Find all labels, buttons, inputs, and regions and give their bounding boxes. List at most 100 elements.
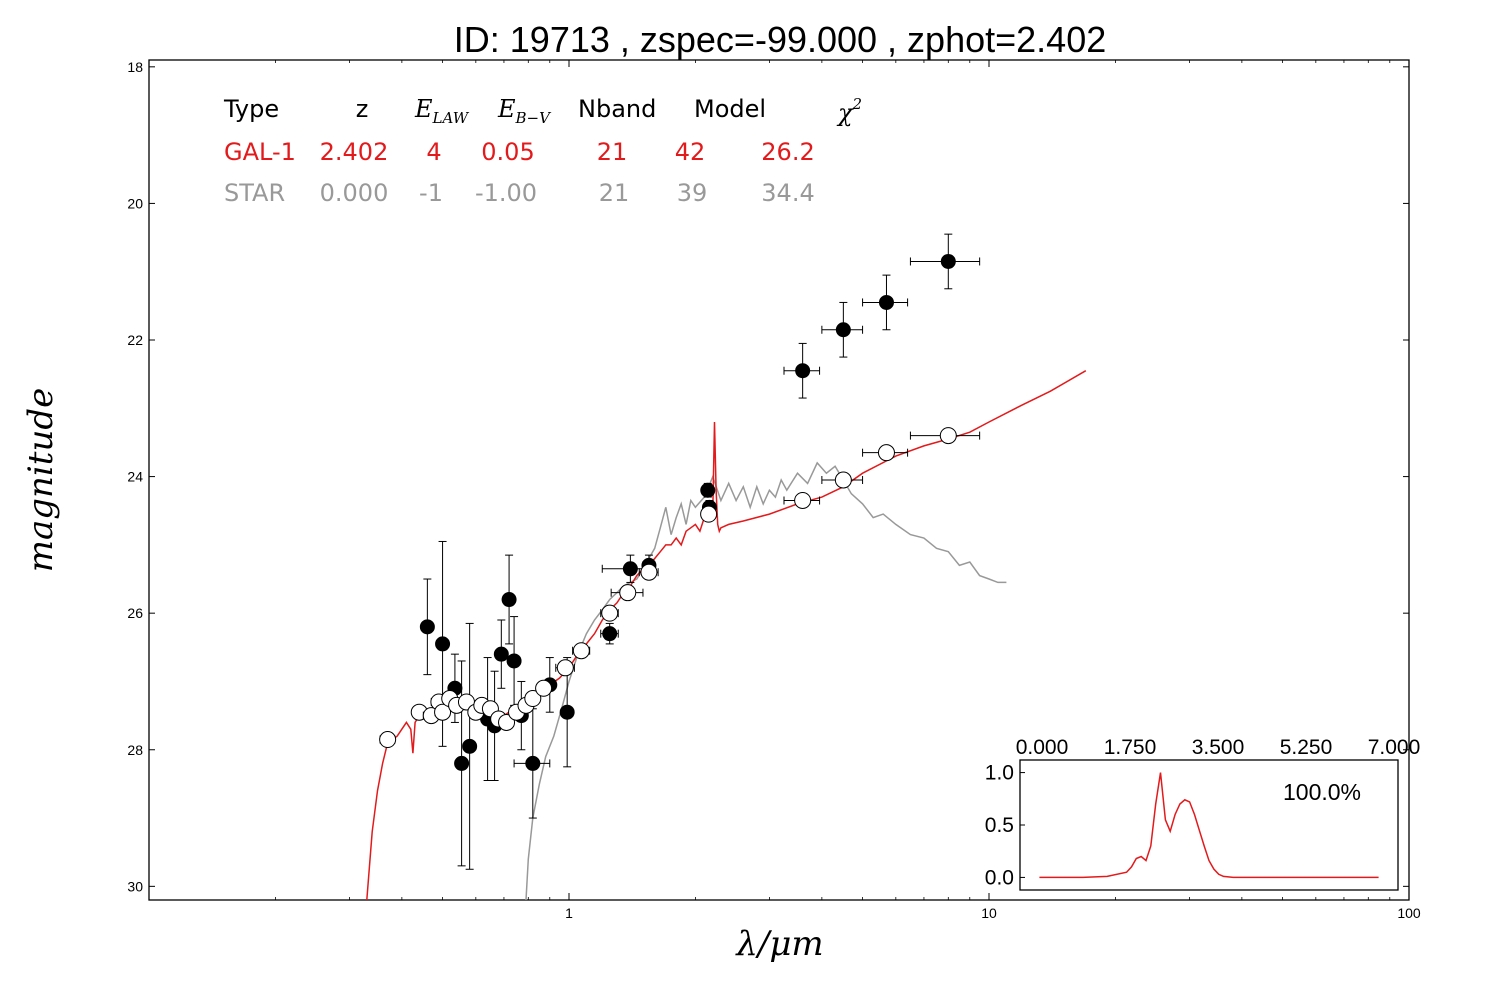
inset-pdf-line xyxy=(1039,772,1379,879)
model-point xyxy=(909,427,981,445)
inset-pdf-curve xyxy=(1039,772,1379,879)
row-ebv: -1.00 xyxy=(475,179,537,207)
model-point xyxy=(555,659,575,677)
table-header-type: Type xyxy=(223,95,279,123)
model-point xyxy=(434,703,452,721)
observed-point xyxy=(493,619,509,689)
model-point xyxy=(572,642,591,660)
table-header-z: z xyxy=(356,95,369,123)
y-axis-label: magnitude xyxy=(21,388,61,573)
model-marker xyxy=(434,703,452,721)
inset-y-tick-label: 0.5 xyxy=(985,814,1014,837)
plot-frame xyxy=(148,59,1410,901)
model-marker xyxy=(601,604,619,622)
model-point xyxy=(821,471,864,489)
model-marker xyxy=(498,713,516,731)
y-tick-label: 24 xyxy=(127,469,143,485)
model-marker xyxy=(379,731,397,749)
observed-marker xyxy=(878,294,894,310)
row-model: 42 xyxy=(675,138,706,166)
galaxy-template-line xyxy=(366,370,1087,901)
inset-x-tick-label: 7.000 xyxy=(1368,736,1421,759)
model-marker xyxy=(640,563,658,581)
observed-marker xyxy=(559,704,575,720)
observed-point xyxy=(506,616,522,706)
row-type: GAL-1 xyxy=(224,138,296,166)
chart-title: ID: 19713 , zspec=-99.000 , zphot=2.402 xyxy=(454,19,1106,60)
row-nband: 21 xyxy=(597,138,628,166)
observed-point xyxy=(862,274,909,331)
model-point xyxy=(700,505,718,523)
axis-ticks: 18 20 22 24 26 28 30 1 10 100 xyxy=(127,59,1420,921)
table-header-chi2: χ2 xyxy=(836,95,862,127)
row-type: STAR xyxy=(224,179,285,207)
table-header-model: Model xyxy=(694,95,766,123)
row-ebv: 0.05 xyxy=(481,138,534,166)
observed-marker xyxy=(493,646,509,662)
y-tick-label: 26 xyxy=(127,605,143,621)
model-marker xyxy=(794,491,812,509)
observed-marker xyxy=(835,322,851,338)
inset-x-tick-label: 1.750 xyxy=(1104,736,1157,759)
model-points-layer xyxy=(379,427,981,749)
inset-axis-ticks: 0.000 1.750 3.500 5.250 7.000 0.0 0.5 1.0 xyxy=(985,736,1420,889)
y-tick-label: 28 xyxy=(127,742,143,758)
table-header-nband: Nband xyxy=(578,95,656,123)
observed-marker xyxy=(700,482,716,498)
row-chi2: 34.4 xyxy=(761,179,814,207)
observed-points-layer xyxy=(419,233,981,870)
x-tick-label: 100 xyxy=(1397,905,1421,921)
redshift-pdf-inset: 0.000 1.750 3.500 5.250 7.000 0.0 0.5 1.0 100.0… xyxy=(985,736,1420,891)
y-tick-label: 20 xyxy=(127,195,143,211)
inset-x-tick-label: 5.250 xyxy=(1280,736,1333,759)
row-chi2: 26.2 xyxy=(761,138,814,166)
star-template-layer xyxy=(525,461,1007,901)
observed-marker xyxy=(525,755,541,771)
inset-x-tick-label: 0.000 xyxy=(1016,736,1069,759)
model-marker xyxy=(556,659,574,677)
table-row-galaxy: GAL-1 2.402 4 0.05 21 42 26.2 xyxy=(224,138,815,166)
star-template-line xyxy=(525,461,1007,901)
observed-marker xyxy=(622,561,638,577)
observed-marker xyxy=(419,619,435,635)
row-z: 2.402 xyxy=(320,138,389,166)
observed-point xyxy=(419,578,435,676)
table-header-ebv: EB−V xyxy=(497,95,552,127)
observed-point xyxy=(600,622,619,645)
inset-frame xyxy=(1019,759,1399,891)
x-tick-label: 10 xyxy=(981,905,997,921)
row-elaw: -1 xyxy=(419,179,443,207)
model-point xyxy=(783,491,821,509)
inset-x-tick-label: 3.500 xyxy=(1192,736,1245,759)
row-nband: 21 xyxy=(599,179,630,207)
observed-point xyxy=(501,554,517,645)
model-marker xyxy=(834,471,852,489)
table-header-elaw: ELAW xyxy=(414,95,470,127)
y-tick-label: 30 xyxy=(127,878,143,894)
observed-point xyxy=(909,233,981,290)
inset-probability-label: 100.0% xyxy=(1283,779,1361,805)
observed-point xyxy=(700,482,716,498)
model-point xyxy=(600,604,619,622)
model-marker xyxy=(524,690,542,708)
model-point xyxy=(524,690,542,708)
observed-point xyxy=(783,342,821,399)
observed-marker xyxy=(602,626,618,642)
model-marker xyxy=(700,505,718,523)
model-point xyxy=(610,584,644,602)
model-point xyxy=(498,713,516,731)
model-marker xyxy=(535,679,553,697)
row-z: 0.000 xyxy=(320,179,389,207)
observed-marker xyxy=(506,653,522,669)
model-point xyxy=(379,731,397,749)
observed-marker xyxy=(940,253,956,269)
y-tick-label: 22 xyxy=(127,332,143,348)
observed-point xyxy=(462,622,478,870)
inset-y-tick-label: 0.0 xyxy=(985,866,1014,889)
x-tick-label: 1 xyxy=(565,905,573,921)
model-marker xyxy=(939,427,957,445)
table-row-star: STAR 0.000 -1 -1.00 21 39 34.4 xyxy=(224,179,815,207)
row-elaw: 4 xyxy=(426,138,441,166)
observed-point xyxy=(821,301,864,358)
